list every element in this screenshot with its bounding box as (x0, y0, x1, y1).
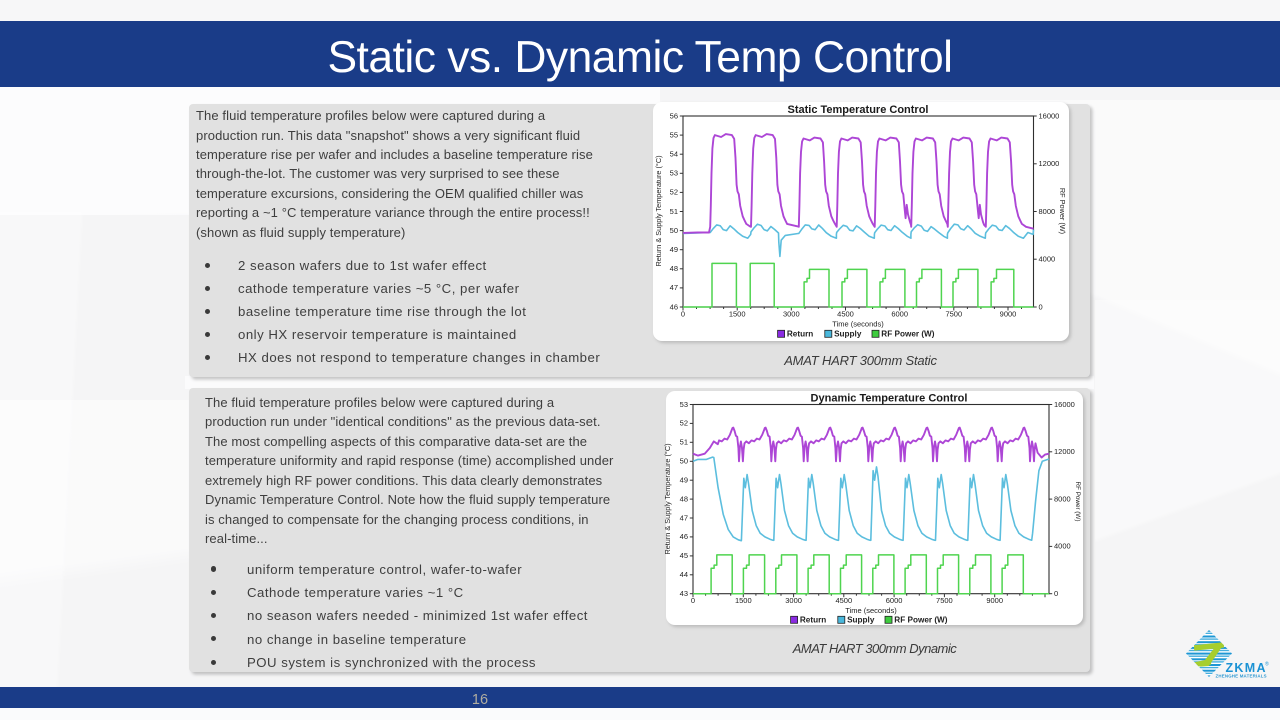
svg-text:RF Power (W): RF Power (W) (1074, 482, 1081, 522)
svg-text:51: 51 (680, 438, 688, 447)
svg-text:54: 54 (670, 150, 678, 159)
svg-text:16000: 16000 (1054, 400, 1075, 409)
svg-text:44: 44 (680, 570, 688, 579)
svg-text:48: 48 (670, 264, 678, 273)
svg-text:Static Temperature Control: Static Temperature Control (788, 104, 929, 116)
svg-text:48: 48 (680, 494, 688, 503)
svg-text:9000: 9000 (1000, 310, 1017, 319)
svg-text:3000: 3000 (785, 596, 802, 605)
svg-text:52: 52 (680, 419, 688, 428)
svg-text:50: 50 (680, 457, 688, 466)
svg-text:Supply: Supply (834, 330, 862, 339)
svg-text:Return & Supply Temperature (°: Return & Supply Temperature (°C) (663, 443, 672, 554)
svg-text:3000: 3000 (783, 310, 800, 319)
svg-text:Time (seconds): Time (seconds) (845, 606, 897, 615)
svg-text:RF Power (W): RF Power (W) (1058, 188, 1067, 234)
svg-text:Return: Return (787, 330, 813, 339)
svg-text:12000: 12000 (1054, 447, 1075, 456)
svg-text:53: 53 (680, 400, 688, 409)
svg-text:7500: 7500 (945, 310, 962, 319)
svg-text:8000: 8000 (1039, 207, 1056, 216)
svg-text:8000: 8000 (1054, 494, 1071, 503)
svg-text:12000: 12000 (1039, 159, 1060, 168)
svg-text:0: 0 (1054, 589, 1058, 598)
svg-text:0: 0 (691, 596, 695, 605)
svg-text:7500: 7500 (936, 596, 953, 605)
svg-text:6000: 6000 (891, 310, 908, 319)
svg-text:55: 55 (670, 130, 678, 139)
svg-text:4000: 4000 (1039, 255, 1056, 264)
svg-text:52: 52 (670, 188, 678, 197)
svg-text:4000: 4000 (1054, 542, 1071, 551)
svg-text:53: 53 (670, 169, 678, 178)
svg-text:16000: 16000 (1039, 111, 1060, 120)
svg-text:49: 49 (680, 476, 688, 485)
svg-text:46: 46 (680, 532, 688, 541)
svg-text:®: ® (1265, 661, 1269, 668)
svg-text:51: 51 (670, 207, 678, 216)
svg-text:1500: 1500 (735, 596, 752, 605)
svg-text:Dynamic Temperature Control: Dynamic Temperature Control (811, 393, 968, 405)
svg-text:Return: Return (800, 616, 826, 625)
svg-text:RF Power (W): RF Power (W) (881, 330, 934, 339)
svg-text:43: 43 (680, 589, 688, 598)
svg-text:0: 0 (1039, 302, 1043, 311)
svg-text:47: 47 (680, 513, 688, 522)
svg-text:50: 50 (670, 226, 678, 235)
svg-text:47: 47 (670, 283, 678, 292)
svg-text:RF Power (W): RF Power (W) (894, 616, 947, 625)
svg-text:6000: 6000 (886, 596, 903, 605)
svg-text:9000: 9000 (986, 596, 1003, 605)
svg-text:49: 49 (670, 245, 678, 254)
svg-text:ZHENGHE MATERIALS: ZHENGHE MATERIALS (1216, 674, 1267, 679)
svg-text:45: 45 (680, 551, 688, 560)
svg-text:56: 56 (670, 111, 678, 120)
svg-text:4500: 4500 (837, 310, 854, 319)
svg-text:ZKMA: ZKMA (1226, 661, 1266, 675)
svg-text:46: 46 (670, 302, 678, 311)
svg-text:Return & Supply Temperature (°: Return & Supply Temperature (°C) (654, 155, 663, 266)
svg-text:1500: 1500 (729, 310, 746, 319)
svg-text:Time (seconds): Time (seconds) (832, 320, 884, 329)
svg-text:Supply: Supply (847, 616, 875, 625)
svg-text:0: 0 (681, 310, 685, 319)
svg-text:4500: 4500 (835, 596, 852, 605)
